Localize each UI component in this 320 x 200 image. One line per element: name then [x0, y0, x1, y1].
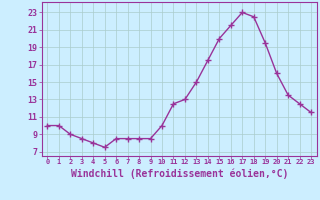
- X-axis label: Windchill (Refroidissement éolien,°C): Windchill (Refroidissement éolien,°C): [70, 168, 288, 179]
